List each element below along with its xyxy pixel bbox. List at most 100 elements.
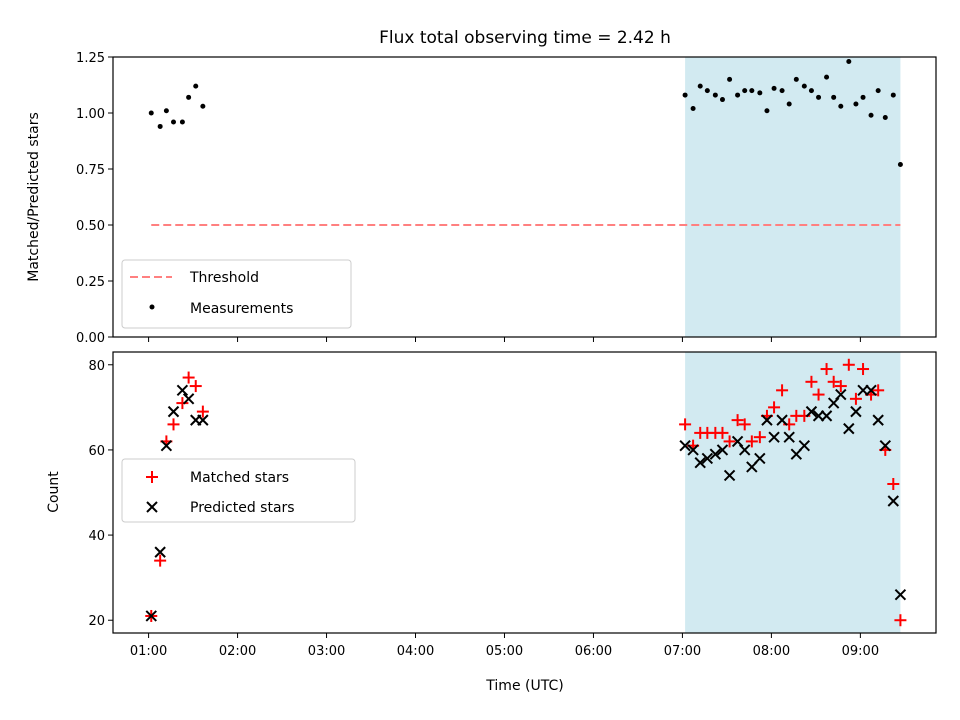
matched-star-point [679,418,692,431]
measurement-point [801,83,807,89]
measurement-point [838,103,844,109]
measurement-point [171,119,177,125]
predicted-star-point [879,439,891,452]
predicted-star-point [776,414,788,426]
measurement-point [808,88,814,94]
matched-star-point [154,554,167,567]
predicted-star-point [723,469,736,482]
bottom-y-axis-label: Count [46,471,62,513]
measurement-point [824,74,830,80]
matched-star-point [812,388,825,401]
x-tick-label: 05:00 [486,644,523,659]
measurement-point [771,85,777,91]
x-tick-label: 09:00 [842,644,879,659]
x-tick-label: 07:00 [664,644,701,659]
predicted-star-point [182,393,195,405]
measurement-point [786,101,792,107]
measurement-point [860,94,866,100]
y-tick-label: 1.00 [76,107,105,122]
measurement-point [793,76,799,82]
legend-matched-label: Matched stars [190,470,289,486]
predicted-star-point [679,439,691,452]
legend-measurements-swatch [149,304,155,310]
matched-star-point [738,418,751,431]
measurement-point [831,94,837,100]
top-legend-box [121,259,352,329]
x-tick-label: 02:00 [219,644,256,659]
predicted-star-point [805,405,818,418]
matched-star-point [834,380,847,393]
measurement-point [193,83,199,89]
matched-star-point [176,397,189,410]
predicted-star-point [768,431,780,443]
matched-star-point [189,380,202,393]
bottom-legend: Matched stars Predicted stars [121,458,356,523]
measurement-point [890,92,896,98]
predicted-star-point [145,610,157,622]
measurement-point [853,101,859,107]
predicted-star-point [167,405,180,418]
chart-title: Flux total observing time = 2.42 h [379,28,671,48]
predicted-star-point [754,452,766,465]
matched-star-point [196,405,209,418]
measurement-point [816,94,822,100]
measurement-point [704,88,710,94]
matched-star-point [857,363,870,376]
predicted-star-point [709,448,722,460]
measurement-point [735,92,741,98]
predicted-star-point [160,439,173,452]
top-y-axis-label: Matched/Predicted stars [26,112,42,282]
matched-star-point [887,477,900,490]
measurement-point [897,162,903,168]
measurement-point [764,108,770,114]
matched-star-point [745,435,758,448]
x-axis-label: Time (UTC) [485,678,563,694]
measurement-point [682,92,688,98]
predicted-star-point [843,422,855,435]
matched-star-point [753,431,766,444]
y-tick-label: 60 [88,444,105,459]
legend-predicted-swatch [146,501,158,513]
measurement-point [148,110,154,116]
matched-star-point [842,358,855,371]
y-tick-label: 40 [88,529,105,544]
y-tick-label: 0.75 [76,163,105,178]
shaded-observing-region [685,57,901,337]
x-tick-label: 04:00 [397,644,434,659]
matched-star-point [167,418,180,431]
matched-star-point [768,401,781,414]
predicted-star-point [783,431,795,443]
predicted-star-point [887,495,900,507]
measurement-point [712,92,718,98]
measurement-point [697,83,703,89]
predicted-star-point [820,410,833,422]
measurement-point [690,106,696,112]
measurement-point [157,123,163,129]
matched-star-point [776,384,789,397]
measurement-point [875,88,881,94]
y-tick-label: 20 [88,614,105,629]
predicted-star-point [154,546,166,558]
matched-star-point [827,375,840,388]
measurement-point [757,90,763,96]
x-tick-label: 06:00 [575,644,612,659]
matched-star-point [723,435,736,448]
y-tick-label: 1.25 [76,51,105,66]
predicted-star-point [739,444,751,456]
legend-measurements-label: Measurements [190,301,293,317]
matched-star-point [820,363,833,376]
predicted-star-point [701,452,714,465]
measurement-point [200,103,206,109]
predicted-star-point [716,444,729,456]
measurement-point [742,88,748,94]
predicted-star-point [894,588,907,601]
measurement-point [779,88,785,94]
x-tick-label: 03:00 [308,644,345,659]
bottom-panel-counts: 20 40 60 80 01:00 02:00 03:00 04:00 05:00 06:00 0… [46,351,937,694]
x-tick-label: 08:00 [753,644,790,659]
predicted-star-point [687,444,699,456]
predicted-star-point [176,384,189,397]
predicted-star-point [694,456,706,469]
legend-predicted-label: Predicted stars [190,500,295,516]
